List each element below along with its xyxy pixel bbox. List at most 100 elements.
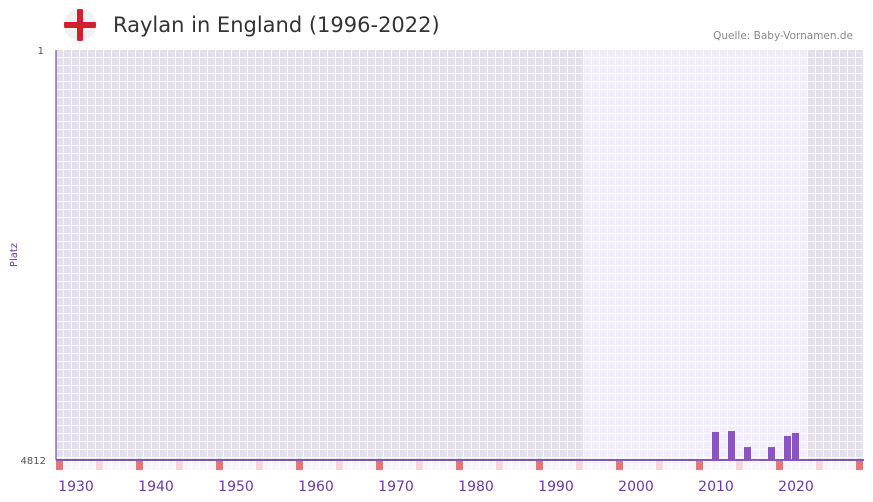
grid-cell bbox=[664, 354, 671, 361]
grid-cell bbox=[200, 162, 207, 169]
grid-cell bbox=[624, 354, 631, 361]
grid-cell bbox=[584, 202, 591, 209]
grid-cell bbox=[792, 234, 799, 241]
grid-cell bbox=[176, 290, 183, 297]
grid-cell bbox=[368, 346, 375, 353]
grid-cell bbox=[320, 106, 327, 113]
grid-cell bbox=[584, 394, 591, 401]
grid-cell bbox=[248, 66, 255, 73]
grid-cell bbox=[464, 298, 471, 305]
grid-cell bbox=[584, 106, 591, 113]
grid-cell bbox=[664, 146, 671, 153]
grid-cell bbox=[536, 250, 543, 257]
grid-cell bbox=[480, 450, 487, 457]
grid-cell bbox=[256, 290, 263, 297]
grid-cell bbox=[760, 306, 767, 313]
grid-cell bbox=[480, 50, 487, 57]
grid-cell bbox=[560, 162, 567, 169]
grid-cell bbox=[408, 210, 415, 217]
grid-cell bbox=[536, 194, 543, 201]
grid-cell bbox=[192, 442, 199, 449]
grid-cell bbox=[720, 82, 727, 89]
grid-cell bbox=[464, 282, 471, 289]
grid-cell bbox=[240, 362, 247, 369]
grid-cell bbox=[232, 346, 239, 353]
grid-cell bbox=[288, 162, 295, 169]
grid-cell bbox=[280, 122, 287, 129]
grid-cell bbox=[368, 242, 375, 249]
grid-cell bbox=[352, 178, 359, 185]
grid-cell bbox=[608, 258, 615, 265]
grid-cell bbox=[328, 226, 335, 233]
grid-cell bbox=[656, 394, 663, 401]
grid-cell bbox=[440, 346, 447, 353]
grid-cell bbox=[504, 186, 511, 193]
grid-cell bbox=[400, 450, 407, 457]
grid-cell bbox=[560, 66, 567, 73]
grid-cell bbox=[616, 450, 623, 457]
grid-cell bbox=[272, 322, 279, 329]
grid-cell bbox=[208, 354, 215, 361]
grid-cell bbox=[488, 234, 495, 241]
grid-cell bbox=[56, 410, 63, 417]
grid-cell bbox=[176, 242, 183, 249]
grid-cell bbox=[368, 394, 375, 401]
grid-cell bbox=[648, 298, 655, 305]
grid-cell bbox=[448, 194, 455, 201]
grid-cell bbox=[648, 282, 655, 289]
grid-cell bbox=[144, 290, 151, 297]
grid-cell bbox=[664, 330, 671, 337]
grid-cell bbox=[704, 90, 711, 97]
grid-cell bbox=[336, 450, 343, 457]
grid-cell bbox=[64, 338, 71, 345]
grid-cell bbox=[536, 274, 543, 281]
grid-cell bbox=[616, 234, 623, 241]
grid-cell bbox=[768, 138, 775, 145]
grid-cell bbox=[544, 290, 551, 297]
grid-cell bbox=[688, 442, 695, 449]
grid-cell bbox=[640, 58, 647, 65]
grid-cell bbox=[80, 266, 87, 273]
grid-cell bbox=[72, 146, 79, 153]
grid-cell bbox=[368, 362, 375, 369]
year-marker bbox=[376, 461, 383, 470]
grid-cell bbox=[720, 74, 727, 81]
grid-cell bbox=[704, 386, 711, 393]
grid-cell bbox=[688, 258, 695, 265]
grid-cell bbox=[632, 50, 639, 57]
grid-cell bbox=[560, 330, 567, 337]
grid-cell bbox=[256, 418, 263, 425]
grid-cell bbox=[616, 114, 623, 121]
grid-cell bbox=[88, 226, 95, 233]
grid-cell bbox=[400, 218, 407, 225]
grid-cell bbox=[560, 258, 567, 265]
grid-cell bbox=[520, 266, 527, 273]
grid-cell bbox=[408, 218, 415, 225]
grid-cell bbox=[392, 218, 399, 225]
grid-cell bbox=[728, 394, 735, 401]
grid-cell bbox=[568, 250, 575, 257]
grid-cell bbox=[456, 378, 463, 385]
grid-cell bbox=[56, 426, 63, 433]
grid-cell bbox=[440, 386, 447, 393]
year-marker bbox=[352, 461, 359, 470]
grid-cell bbox=[296, 186, 303, 193]
grid-cell bbox=[256, 298, 263, 305]
grid-cell bbox=[400, 354, 407, 361]
grid-cell bbox=[640, 242, 647, 249]
chart-title: Raylan in England (1996-2022) bbox=[113, 13, 440, 37]
grid-cell bbox=[112, 146, 119, 153]
grid-cell bbox=[384, 50, 391, 57]
grid-cell bbox=[744, 394, 751, 401]
grid-cell bbox=[296, 282, 303, 289]
grid-cell bbox=[376, 250, 383, 257]
grid-cell bbox=[616, 314, 623, 321]
grid-cell bbox=[56, 178, 63, 185]
grid-cell bbox=[192, 82, 199, 89]
grid-cell bbox=[360, 130, 367, 137]
grid-cell bbox=[792, 274, 799, 281]
grid-cell bbox=[480, 66, 487, 73]
grid-cell bbox=[720, 218, 727, 225]
source-link[interactable]: Quelle: Baby-Vornamen.de bbox=[713, 30, 853, 42]
grid-cell bbox=[104, 370, 111, 377]
